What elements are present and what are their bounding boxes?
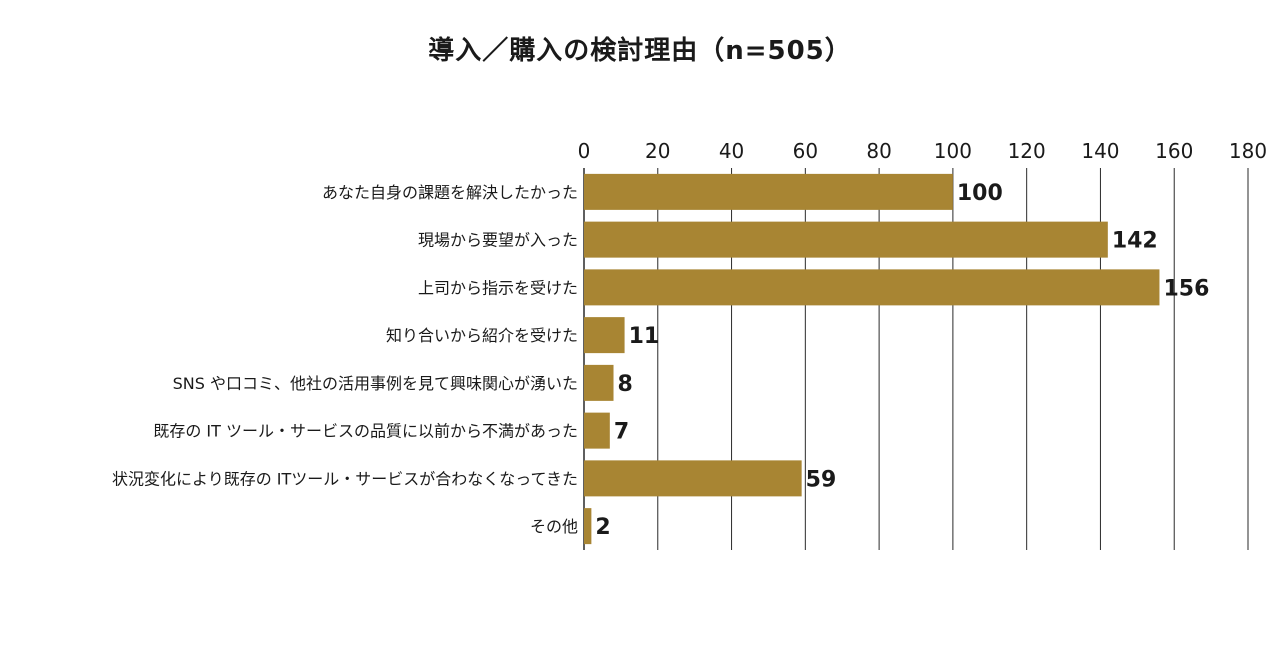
bar (584, 221, 1108, 258)
x-tick-label: 120 (1008, 139, 1046, 163)
category-label: あなた自身の課題を解決したかった (322, 183, 578, 202)
x-tick-label: 160 (1155, 139, 1193, 163)
value-label: 8 (618, 372, 633, 397)
x-axis-ticks: 0 20 40 60 80 100 120 140 160 180 (578, 139, 1267, 163)
x-tick-label: 100 (934, 139, 972, 163)
category-label: その他 (530, 517, 578, 536)
bars (584, 173, 1160, 545)
category-labels: あなた自身の課題を解決したかった現場から要望が入った上司から指示を受けた知り合い… (112, 183, 578, 536)
bar (584, 508, 592, 545)
bar (584, 412, 610, 449)
category-label: SNS や口コミ、他社の活用事例を見て興味関心が湧いた (173, 374, 578, 393)
value-label: 156 (1163, 276, 1209, 301)
x-tick-label: 60 (793, 139, 818, 163)
category-label: 上司から指示を受けた (418, 278, 578, 297)
bar (584, 269, 1160, 306)
bar (584, 364, 614, 401)
category-label: 現場から要望が入った (418, 231, 578, 250)
category-label: 状況変化により既存の ITツール・サービスが合わなくなってきた (112, 469, 578, 488)
value-label: 142 (1112, 229, 1158, 254)
x-tick-label: 40 (719, 139, 744, 163)
value-label: 7 (614, 420, 629, 445)
chart-title: 導入／購入の検討理由（n=505） (428, 36, 852, 66)
x-tick-label: 180 (1229, 139, 1267, 163)
bar (584, 173, 953, 210)
value-label: 2 (595, 515, 610, 540)
bar (584, 460, 802, 497)
value-label: 100 (957, 181, 1003, 206)
x-tick-label: 80 (866, 139, 891, 163)
bar (584, 317, 625, 354)
value-label: 59 (806, 467, 837, 492)
category-label: 既存の IT ツール・サービスの品質に以前から不満があった (153, 422, 578, 441)
x-tick-label: 140 (1081, 139, 1119, 163)
x-tick-label: 20 (645, 139, 670, 163)
category-label: 知り合いから紹介を受けた (386, 326, 578, 345)
x-tick-label: 0 (578, 139, 591, 163)
value-label: 11 (629, 324, 660, 349)
